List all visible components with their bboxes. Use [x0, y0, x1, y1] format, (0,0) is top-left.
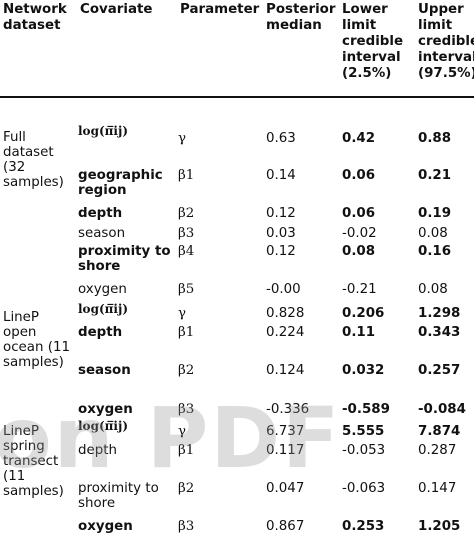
covariate-cell: depth	[78, 325, 123, 340]
header-upper-limit: Upper limit credible interval (97.5%)	[418, 2, 474, 81]
median-cell: 0.867	[266, 519, 305, 534]
covariate-cell: depth	[78, 206, 123, 221]
covariate-cell: log(π̅ij)	[78, 419, 128, 433]
covariate-cell: proximity to shore	[78, 244, 171, 274]
upper-cell: -0.084	[418, 402, 466, 417]
parameter-cell: β5	[178, 282, 195, 297]
median-cell: -0.336	[266, 402, 310, 417]
covariate-cell: proximity to shore	[78, 481, 159, 511]
lower-cell: 5.555	[342, 424, 385, 439]
covariate-cell: oxygen	[78, 402, 133, 417]
header-lower-limit: Lower limit credible interval (2.5%)	[342, 2, 404, 81]
lower-cell: 0.206	[342, 306, 385, 321]
median-cell: 0.047	[266, 481, 305, 496]
median-cell: 6.737	[266, 424, 305, 439]
parameter-cell: β2	[178, 206, 195, 221]
upper-cell: 0.21	[418, 168, 452, 183]
lower-cell: -0.589	[342, 402, 390, 417]
parameter-cell: β1	[178, 443, 195, 458]
median-cell: 0.224	[266, 325, 305, 340]
upper-cell: 0.19	[418, 206, 452, 221]
upper-cell: 0.257	[418, 363, 461, 378]
parameter-cell: γ	[178, 306, 187, 321]
covariate-cell: season	[78, 363, 131, 378]
covariate-cell: geographic region	[78, 168, 163, 198]
parameter-cell: β1	[178, 168, 195, 183]
median-cell: 0.12	[266, 244, 296, 259]
parameter-cell: β3	[178, 519, 195, 534]
header-posterior-median: Posterior median	[266, 2, 336, 33]
upper-cell: 0.08	[418, 226, 448, 241]
median-cell: 0.03	[266, 226, 296, 241]
parameter-cell: β2	[178, 363, 195, 378]
lower-cell: 0.11	[342, 325, 376, 340]
covariate-cell: oxygen	[78, 282, 127, 297]
upper-cell: 0.343	[418, 325, 461, 340]
lower-cell: 0.06	[342, 206, 376, 221]
upper-cell: 0.147	[418, 481, 457, 496]
lower-cell: 0.42	[342, 131, 376, 146]
parameter-cell: β1	[178, 325, 195, 340]
upper-cell: 1.298	[418, 306, 461, 321]
header-parameter: Parameter	[180, 2, 260, 17]
dataset-label-linep-open-ocean: LineP open ocean (11 samples)	[3, 310, 71, 370]
upper-cell: 0.08	[418, 282, 448, 297]
covariate-cell: log(π̅ij)	[78, 302, 128, 316]
median-cell: 0.117	[266, 443, 305, 458]
median-cell: 0.63	[266, 131, 296, 146]
parameter-cell: β2	[178, 481, 195, 496]
upper-cell: 0.88	[418, 131, 452, 146]
upper-cell: 1.205	[418, 519, 461, 534]
upper-cell: 7.874	[418, 424, 461, 439]
dataset-label-linep-spring-transect: LineP spring transect (11 samples)	[3, 424, 64, 499]
dataset-label-full: Full dataset (32 samples)	[3, 130, 64, 190]
parameter-cell: γ	[178, 131, 187, 146]
lower-cell: 0.032	[342, 363, 385, 378]
lower-cell: -0.21	[342, 282, 377, 297]
median-cell: 0.12	[266, 206, 296, 221]
covariate-cell: depth	[78, 443, 117, 458]
lower-cell: -0.02	[342, 226, 377, 241]
median-cell: -0.00	[266, 282, 301, 297]
covariate-cell: log(π̅ij)	[78, 124, 128, 138]
median-cell: 0.14	[266, 168, 296, 183]
lower-cell: 0.08	[342, 244, 376, 259]
parameter-cell: β3	[178, 226, 195, 241]
parameter-cell: γ	[178, 424, 187, 439]
lower-cell: -0.063	[342, 481, 386, 496]
parameter-cell: β3	[178, 402, 195, 417]
covariate-cell: oxygen	[78, 519, 133, 534]
header-dataset: Network dataset	[3, 2, 67, 33]
upper-cell: 0.287	[418, 443, 457, 458]
median-cell: 0.828	[266, 306, 305, 321]
parameter-cell: β4	[178, 244, 195, 259]
lower-cell: 0.06	[342, 168, 376, 183]
lower-cell: 0.253	[342, 519, 385, 534]
header-divider	[0, 96, 474, 98]
lower-cell: -0.053	[342, 443, 386, 458]
covariate-cell: season	[78, 226, 126, 241]
header-covariate: Covariate	[80, 2, 153, 17]
median-cell: 0.124	[266, 363, 305, 378]
upper-cell: 0.16	[418, 244, 452, 259]
